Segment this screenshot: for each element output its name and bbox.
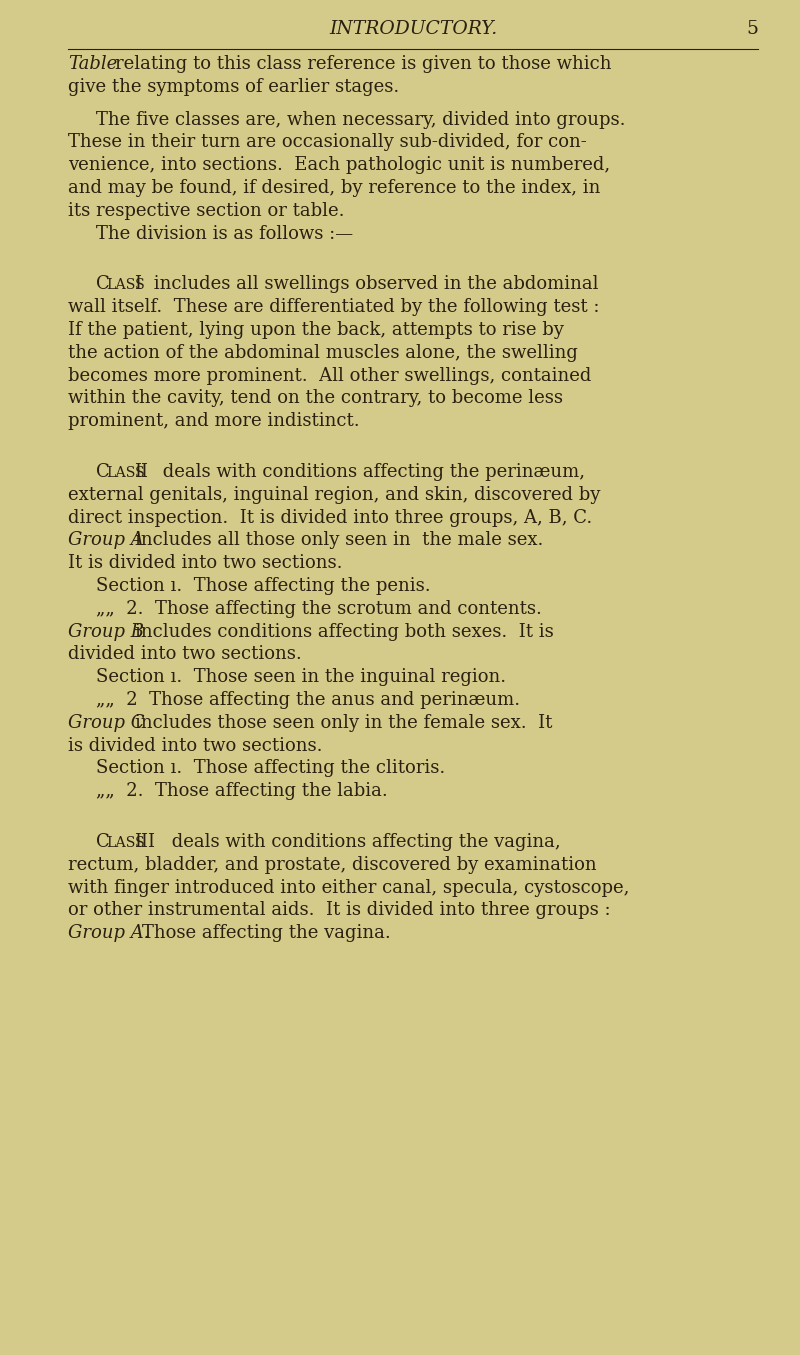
Text: 5: 5 [746, 20, 758, 38]
Text: wall itself.  These are differentiated by the following test :: wall itself. These are differentiated by… [68, 298, 599, 316]
Text: the action of the abdominal muscles alone, the swelling: the action of the abdominal muscles alon… [68, 344, 578, 362]
Text: divided into two sections.: divided into two sections. [68, 645, 302, 664]
Text: with finger introduced into either canal, specula, cystoscope,: with finger introduced into either canal… [68, 878, 630, 897]
Text: its respective section or table.: its respective section or table. [68, 202, 345, 220]
Text: give the symptoms of earlier stages.: give the symptoms of earlier stages. [68, 77, 399, 96]
Text: prominent, and more indistinct.: prominent, and more indistinct. [68, 412, 360, 430]
Text: Group A: Group A [68, 531, 144, 549]
Text: C: C [96, 275, 110, 294]
Text: Those affecting the vagina.: Those affecting the vagina. [142, 924, 390, 942]
Text: rectum, bladder, and prostate, discovered by examination: rectum, bladder, and prostate, discovere… [68, 856, 597, 874]
Text: Section ı.  Those affecting the clitoris.: Section ı. Those affecting the clitoris. [96, 759, 446, 778]
Text: If the patient, lying upon the back, attempts to rise by: If the patient, lying upon the back, att… [68, 321, 564, 339]
Text: and may be found, if desired, by reference to the index, in: and may be found, if desired, by referen… [68, 179, 600, 196]
Text: includes those seen only in the female sex.  It: includes those seen only in the female s… [134, 714, 552, 732]
Text: includes all those only seen in  the male sex.: includes all those only seen in the male… [134, 531, 543, 549]
Text: includes all swellings observed in the abdominal: includes all swellings observed in the a… [149, 275, 599, 294]
Text: INTRODUCTORY.: INTRODUCTORY. [329, 20, 497, 38]
Text: direct inspection.  It is divided into three groups, A, B, C.: direct inspection. It is divided into th… [68, 508, 592, 527]
Text: Group C: Group C [68, 714, 145, 732]
Text: „„  2  Those affecting the anus and perinæum.: „„ 2 Those affecting the anus and perinæ… [96, 691, 520, 709]
Text: LASS: LASS [106, 466, 145, 480]
Text: LASS: LASS [106, 836, 145, 850]
Text: II: II [134, 463, 148, 481]
Text: is divided into two sections.: is divided into two sections. [68, 737, 322, 755]
Text: or other instrumental aids.  It is divided into three groups :: or other instrumental aids. It is divide… [68, 901, 610, 920]
Text: Section ı.  Those seen in the inguinal region.: Section ı. Those seen in the inguinal re… [96, 668, 506, 686]
Text: within the cavity, tend on the contrary, to become less: within the cavity, tend on the contrary,… [68, 389, 563, 408]
Text: external genitals, inguinal region, and skin, discovered by: external genitals, inguinal region, and … [68, 486, 600, 504]
Text: LASS: LASS [106, 278, 145, 293]
Text: includes conditions affecting both sexes.  It is: includes conditions affecting both sexes… [134, 622, 554, 641]
Text: C: C [96, 833, 110, 851]
Text: „„  2.  Those affecting the scrotum and contents.: „„ 2. Those affecting the scrotum and co… [96, 600, 542, 618]
Text: I: I [134, 275, 141, 294]
Text: Group B: Group B [68, 622, 144, 641]
Text: becomes more prominent.  All other swellings, contained: becomes more prominent. All other swelli… [68, 367, 591, 385]
Text: III: III [134, 833, 155, 851]
Text: „„  2.  Those affecting the labia.: „„ 2. Those affecting the labia. [96, 782, 388, 801]
Text: Section ı.  Those affecting the penis.: Section ı. Those affecting the penis. [96, 577, 430, 595]
Text: deals with conditions affecting the vagina,: deals with conditions affecting the vagi… [166, 833, 560, 851]
Text: These in their turn are occasionally sub-divided, for con-: These in their turn are occasionally sub… [68, 133, 586, 152]
Text: deals with conditions affecting the perinæum,: deals with conditions affecting the peri… [157, 463, 585, 481]
Text: It is divided into two sections.: It is divided into two sections. [68, 554, 342, 572]
Text: Table: Table [68, 56, 118, 73]
Text: The division is as follows :—: The division is as follows :— [96, 225, 353, 243]
Text: venience, into sections.  Each pathologic unit is numbered,: venience, into sections. Each pathologic… [68, 156, 610, 175]
Text: C: C [96, 463, 110, 481]
Text: Group A.: Group A. [68, 924, 150, 942]
Text: relating to this class reference is given to those which: relating to this class reference is give… [115, 56, 611, 73]
Text: The five classes are, when necessary, divided into groups.: The five classes are, when necessary, di… [96, 111, 626, 129]
